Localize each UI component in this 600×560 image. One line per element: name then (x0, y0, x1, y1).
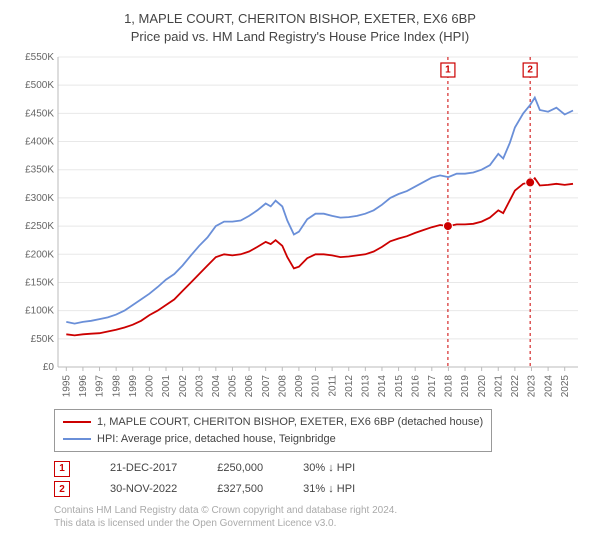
svg-text:2000: 2000 (145, 375, 156, 398)
legend-swatch-hpi (63, 438, 91, 440)
annot-marker-1: 1 (54, 461, 70, 477)
svg-text:2023: 2023 (527, 375, 538, 398)
svg-text:£550K: £550K (25, 52, 54, 63)
svg-text:£100K: £100K (25, 306, 54, 317)
svg-text:2011: 2011 (327, 375, 338, 397)
chart-container: 1, MAPLE COURT, CHERITON BISHOP, EXETER,… (0, 0, 600, 560)
svg-text:1996: 1996 (78, 375, 89, 398)
annot-delta-1: 30% ↓ HPI (303, 458, 355, 479)
svg-text:2003: 2003 (194, 375, 205, 398)
svg-text:2: 2 (527, 65, 533, 76)
line-chart-svg: £0 £50K £100K £150K £200K £250K £300K £350K £400… (12, 51, 588, 401)
legend-row-property: 1, MAPLE COURT, CHERITON BISHOP, EXETER,… (63, 414, 483, 431)
svg-text:£50K: £50K (31, 334, 55, 345)
svg-text:2020: 2020 (477, 375, 488, 398)
footer-line-1: Contains HM Land Registry data © Crown c… (54, 504, 588, 518)
svg-text:2009: 2009 (294, 375, 305, 398)
svg-text:2017: 2017 (427, 375, 438, 398)
svg-text:£150K: £150K (25, 278, 54, 289)
annot-price-2: £327,500 (217, 479, 263, 500)
svg-text:£500K: £500K (25, 80, 54, 91)
annot-marker-2: 2 (54, 481, 70, 497)
legend-label-property: 1, MAPLE COURT, CHERITON BISHOP, EXETER,… (97, 414, 483, 431)
annotation-table: 1 21-DEC-2017 £250,000 30% ↓ HPI 2 30-NO… (54, 458, 588, 500)
svg-text:£450K: £450K (25, 108, 54, 119)
svg-text:£250K: £250K (25, 221, 54, 232)
legend-row-hpi: HPI: Average price, detached house, Teig… (63, 431, 483, 448)
footer-line-2: This data is licensed under the Open Gov… (54, 517, 588, 531)
svg-text:2014: 2014 (377, 375, 388, 398)
svg-text:1995: 1995 (62, 375, 73, 398)
svg-text:1997: 1997 (95, 375, 106, 398)
svg-text:2006: 2006 (244, 375, 255, 398)
svg-text:2005: 2005 (228, 375, 239, 398)
svg-text:2008: 2008 (277, 375, 288, 398)
annot-delta-2: 31% ↓ HPI (303, 479, 355, 500)
svg-text:2002: 2002 (178, 375, 189, 398)
svg-text:2010: 2010 (311, 375, 322, 398)
annot-date-2: 30-NOV-2022 (110, 479, 177, 500)
svg-text:2007: 2007 (261, 375, 272, 398)
legend: 1, MAPLE COURT, CHERITON BISHOP, EXETER,… (54, 409, 492, 452)
legend-swatch-property (63, 421, 91, 423)
svg-text:2016: 2016 (410, 375, 421, 398)
svg-text:£200K: £200K (25, 249, 54, 260)
annot-row-2: 2 30-NOV-2022 £327,500 31% ↓ HPI (54, 479, 588, 500)
svg-text:1999: 1999 (128, 375, 139, 398)
svg-text:2001: 2001 (161, 375, 172, 398)
title-line-2: Price paid vs. HM Land Registry's House … (12, 28, 588, 46)
svg-text:2021: 2021 (493, 375, 504, 398)
svg-text:2018: 2018 (444, 375, 455, 398)
svg-text:2025: 2025 (560, 375, 571, 398)
chart-plot-area: £0 £50K £100K £150K £200K £250K £300K £350K £400… (12, 51, 588, 401)
chart-title: 1, MAPLE COURT, CHERITON BISHOP, EXETER,… (12, 10, 588, 45)
svg-text:2022: 2022 (510, 375, 521, 398)
svg-text:£300K: £300K (25, 193, 54, 204)
legend-label-hpi: HPI: Average price, detached house, Teig… (97, 431, 336, 448)
title-line-1: 1, MAPLE COURT, CHERITON BISHOP, EXETER,… (12, 10, 588, 28)
svg-text:1: 1 (445, 65, 451, 76)
annot-price-1: £250,000 (217, 458, 263, 479)
svg-text:2024: 2024 (543, 375, 554, 398)
svg-text:£350K: £350K (25, 165, 54, 176)
svg-text:2015: 2015 (394, 375, 405, 398)
svg-text:2004: 2004 (211, 375, 222, 398)
svg-text:2019: 2019 (460, 375, 471, 398)
svg-text:2013: 2013 (361, 375, 372, 398)
svg-text:1998: 1998 (111, 375, 122, 398)
annot-row-1: 1 21-DEC-2017 £250,000 30% ↓ HPI (54, 458, 588, 479)
svg-text:£0: £0 (43, 362, 55, 373)
footer: Contains HM Land Registry data © Crown c… (54, 504, 588, 531)
annot-date-1: 21-DEC-2017 (110, 458, 177, 479)
svg-text:2012: 2012 (344, 375, 355, 398)
svg-text:£400K: £400K (25, 137, 54, 148)
